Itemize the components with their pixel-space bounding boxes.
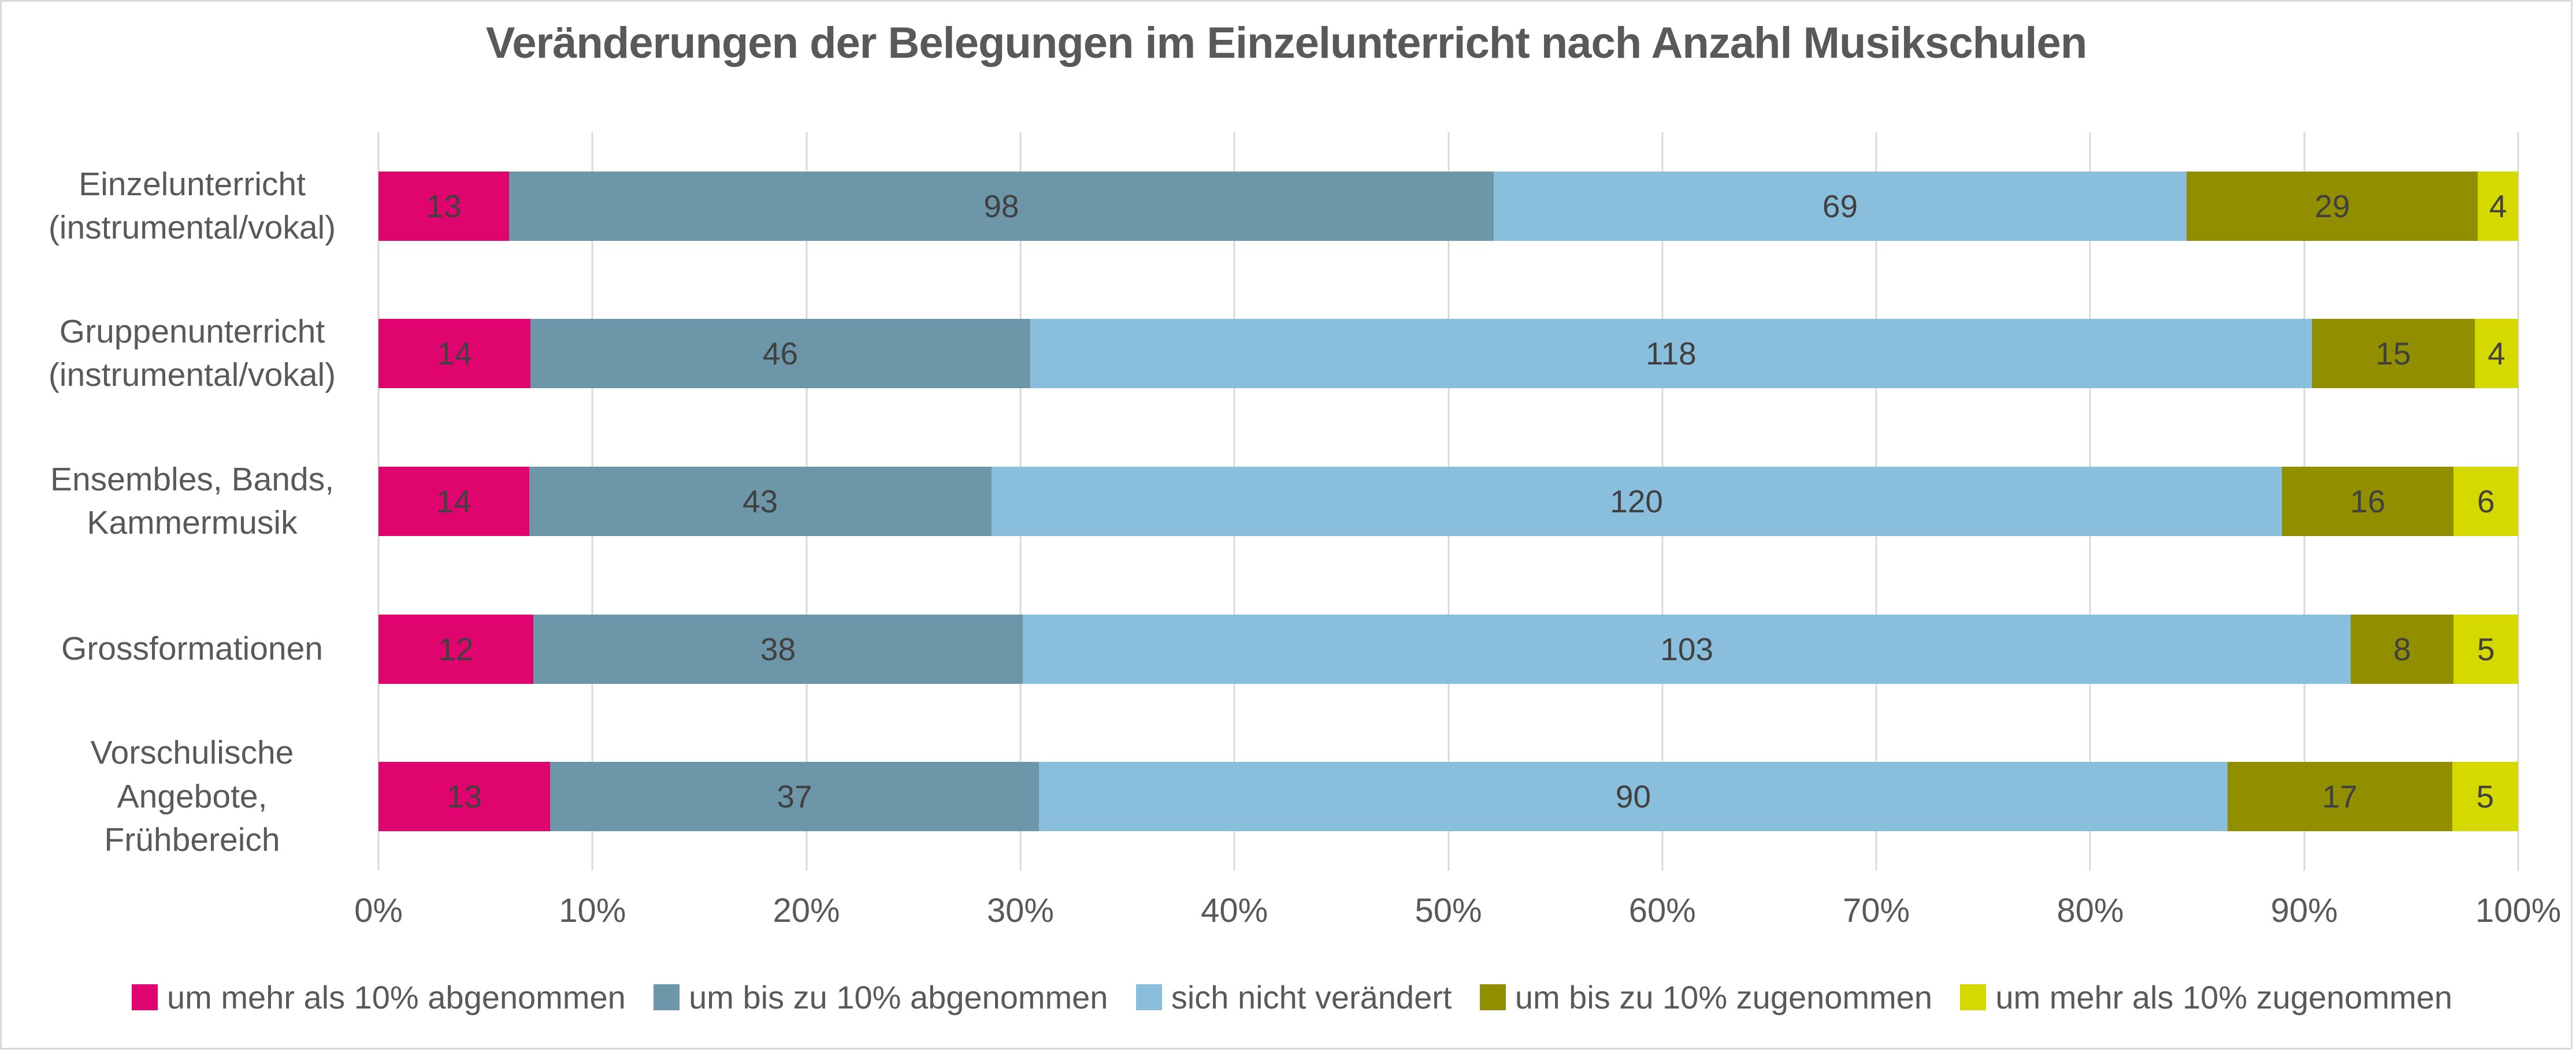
x-tick-label: 30%	[986, 892, 1054, 929]
bar-segment: 118	[1030, 319, 2312, 389]
bar-segment: 4	[2474, 319, 2518, 389]
bar-segment: 90	[1038, 762, 2228, 832]
stacked-bar: 13 37 90 17 5	[378, 762, 2518, 832]
category-label: Grossformationen	[2, 575, 378, 723]
x-tick-label: 60%	[1628, 892, 1696, 929]
x-tick-label: 10%	[559, 892, 626, 929]
legend-swatch-icon	[1479, 984, 1506, 1010]
legend-label: um mehr als 10% abgenommen	[167, 978, 626, 1015]
bar-row: 14 46 118 15 4	[378, 280, 2518, 428]
bar-segment: 29	[2187, 171, 2478, 241]
bar-segment: 37	[550, 762, 1039, 832]
x-tick-label: 70%	[1843, 892, 1910, 929]
legend-swatch-icon	[654, 984, 680, 1010]
legend-label: um bis zu 10% abgenommen	[689, 978, 1108, 1015]
category-label-line: (instrumental/vokal)	[48, 356, 336, 394]
chart-title: Veränderungen der Belegungen im Einzelun…	[485, 18, 2088, 68]
bar-segment: 14	[378, 466, 529, 536]
category-label-line: Grossformationen	[61, 630, 324, 667]
bar-segment: 4	[2478, 171, 2518, 241]
bar-segment: 14	[378, 319, 531, 389]
bar-row: 13 37 90 17 5	[378, 723, 2518, 870]
bar-segment: 13	[378, 762, 551, 832]
legend-swatch-icon	[1960, 984, 1987, 1010]
category-label-line: Vorschulische Angebote,	[90, 734, 294, 815]
stacked-bar: 12 38 103 8 5	[378, 614, 2518, 684]
legend-label: um bis zu 10% zugenommen	[1515, 978, 1932, 1015]
x-axis: 0% 10% 20% 30% 40% 50% 60% 70% 80% 90% 100%	[354, 870, 2561, 940]
bar-segment: 5	[2452, 762, 2518, 832]
legend-label: sich nicht verändert	[1171, 978, 1452, 1015]
x-tick-label: 100%	[2475, 892, 2562, 929]
category-label: Einzelunterricht (instrumental/vokal)	[2, 132, 378, 280]
category-label-line: (instrumental/vokal)	[48, 209, 336, 246]
bar-segment: 5	[2453, 614, 2518, 684]
bar-segment: 38	[533, 614, 1023, 684]
bar-segment: 43	[529, 466, 992, 536]
legend-swatch-icon	[1135, 984, 1162, 1010]
bar-segment: 103	[1023, 614, 2351, 684]
bar-segment: 6	[2453, 466, 2518, 536]
legend-item: um bis zu 10% abgenommen	[654, 978, 1108, 1016]
plot-area: Einzelunterricht (instrumental/vokal) Grup…	[2, 132, 2571, 870]
category-label-line: Kammermusik	[87, 504, 298, 541]
bar-segment: 46	[530, 319, 1030, 389]
plot-region: 13 98 69 29 4 14 46 118 15 4 14 43 120 16 6 12 38 103 8 5 13…	[377, 132, 2519, 870]
legend-swatch-icon	[132, 984, 158, 1010]
bar-segment: 98	[509, 171, 1494, 241]
bar-row: 13 98 69 29 4	[378, 132, 2518, 280]
stacked-bar: 13 98 69 29 4	[378, 171, 2518, 241]
category-label-line: Ensembles, Bands,	[50, 460, 335, 498]
bar-segment: 15	[2311, 319, 2475, 389]
category-label: Ensembles, Bands, Kammermusik	[2, 427, 378, 575]
category-label: Vorschulische Angebote, Frühbereich	[2, 723, 378, 870]
x-tick-label: 50%	[1415, 892, 1482, 929]
x-tick-label: 80%	[2057, 892, 2124, 929]
bar-segment: 12	[378, 614, 533, 684]
x-tick-label: 90%	[2270, 892, 2338, 929]
gridline	[2517, 132, 2519, 870]
stacked-bar: 14 46 118 15 4	[378, 319, 2518, 389]
legend-label: um mehr als 10% zugenommen	[1995, 978, 2452, 1015]
bar-segment: 16	[2281, 466, 2454, 536]
x-tick-label: 0%	[354, 892, 403, 929]
bar-segment: 69	[1493, 171, 2187, 241]
x-tick-label: 40%	[1201, 892, 1268, 929]
legend-item: um bis zu 10% zugenommen	[1479, 978, 1932, 1016]
legend: um mehr als 10% abgenommen um bis zu 10% …	[132, 971, 2452, 1023]
bar-row: 12 38 103 8 5	[378, 575, 2518, 723]
stacked-bar: 14 43 120 16 6	[378, 466, 2518, 536]
category-label-line: Einzelunterricht	[79, 165, 306, 203]
legend-item: um mehr als 10% zugenommen	[1960, 978, 2452, 1016]
bar-segment: 120	[991, 466, 2282, 536]
category-axis: Einzelunterricht (instrumental/vokal) Grup…	[2, 132, 378, 870]
legend-item: sich nicht verändert	[1135, 978, 1452, 1016]
bar-row: 14 43 120 16 6	[378, 427, 2518, 575]
bar-segment: 8	[2350, 614, 2454, 684]
bar-segment: 17	[2228, 762, 2452, 832]
category-label-line: Frühbereich	[104, 821, 280, 858]
category-label: Gruppenunterricht (instrumental/vokal)	[2, 280, 378, 428]
bar-rows: 13 98 69 29 4 14 46 118 15 4 14 43 120 16 6 12 38 103 8 5 13…	[378, 132, 2518, 870]
x-tick-label: 20%	[773, 892, 840, 929]
category-label-line: Gruppenunterricht	[59, 313, 325, 351]
legend-item: um mehr als 10% abgenommen	[132, 978, 626, 1016]
bar-segment: 13	[378, 171, 509, 241]
